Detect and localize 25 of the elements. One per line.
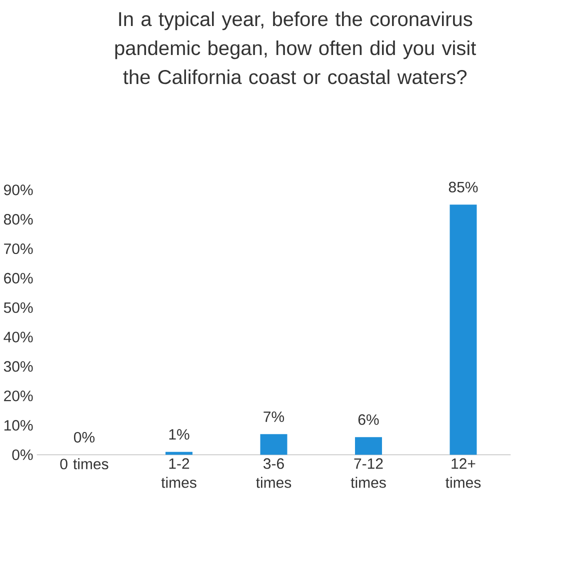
- bar: [355, 437, 382, 455]
- y-tick-label: 0%: [12, 450, 33, 460]
- bar: [165, 452, 192, 455]
- data-label: 7%: [264, 412, 284, 422]
- data-label: 0%: [74, 432, 95, 443]
- data-label: 85%: [448, 182, 478, 193]
- x-tick-label: 7-12 times: [350, 458, 386, 488]
- y-tick-label: 20%: [4, 390, 33, 402]
- chart-title: In a typical year, before the coronavirus pandemic began, how often did you visit the California coast or coastal waters?: [115, 12, 476, 84]
- bar: [450, 204, 477, 455]
- y-tick-label: 30%: [4, 361, 33, 372]
- y-tick-label: 10%: [4, 420, 33, 431]
- x-tick-label: 1-2 times: [161, 458, 196, 488]
- y-tick-label: 50%: [4, 302, 33, 314]
- x-tick-label: 3-6 times: [256, 458, 292, 488]
- y-tick-label: 60%: [4, 273, 33, 284]
- x-tick-label: 12+ times: [446, 458, 481, 488]
- data-label: 1%: [169, 429, 190, 440]
- data-label: 6%: [358, 414, 379, 426]
- y-tick-label: 90%: [4, 184, 33, 196]
- y-tick-label: 70%: [4, 244, 33, 254]
- x-tick-label: 0 times: [60, 458, 108, 470]
- y-tick-label: 40%: [4, 332, 33, 342]
- y-tick-label: 80%: [4, 214, 33, 225]
- bar: [260, 434, 288, 455]
